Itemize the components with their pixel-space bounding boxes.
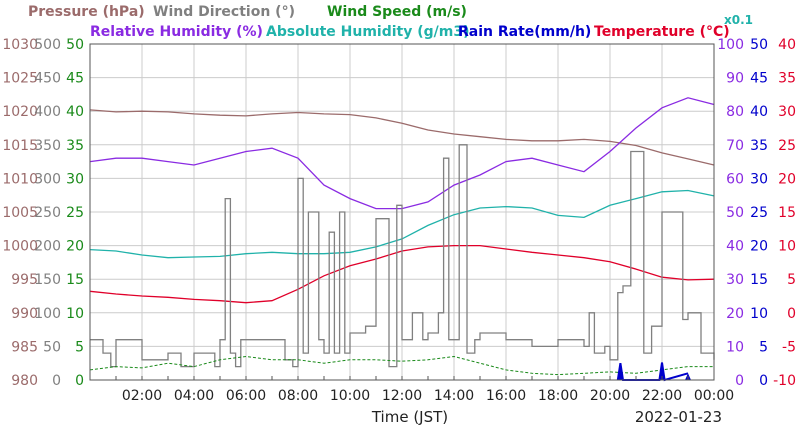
- legend-wind-speed: Wind Speed (m/s): [327, 4, 467, 20]
- y-tick-label-temp: -5: [782, 339, 796, 355]
- y-tick-label-temp: 30: [778, 104, 796, 120]
- y-tick-label-rel_hum: 50: [726, 205, 744, 221]
- y-tick-label-wind_dir: 350: [34, 138, 61, 154]
- y-tick-label-rain: 35: [750, 138, 768, 154]
- y-tick-label-wind_speed: 15: [66, 272, 84, 288]
- x-tick-label: 06:00: [226, 388, 266, 404]
- y-tick-label-wind_speed: 30: [66, 171, 84, 187]
- y-tick-label-rel_hum: 10: [726, 339, 744, 355]
- y-tick-label-rel_hum: 80: [726, 104, 744, 120]
- y-tick-label-rain: 50: [750, 37, 768, 53]
- y-tick-label-wind_speed: 45: [66, 71, 84, 87]
- y-tick-label-temp: 40: [778, 37, 796, 53]
- y-tick-label-temp: 5: [787, 272, 796, 288]
- y-tick-label-wind_dir: 0: [52, 373, 61, 389]
- x-axis-label: Time (JST): [371, 408, 448, 426]
- y-tick-label-wind_speed: 5: [75, 339, 84, 355]
- y-tick-label-temp: 20: [778, 171, 796, 187]
- series-pressure-hpa: [89, 109, 715, 166]
- y-tick-label-rain: 5: [759, 339, 768, 355]
- y-tick-label-pressure: 1020: [2, 104, 38, 120]
- x-tick-label: 02:00: [122, 388, 162, 404]
- series-wind-direction: [90, 144, 715, 368]
- y-tick-label-wind_speed: 35: [66, 138, 84, 154]
- y-tick-label-rain: 0: [759, 373, 768, 389]
- x-tick-label: 04:00: [174, 388, 214, 404]
- y-tick-label-pressure: 980: [11, 373, 38, 389]
- y-tick-label-rel_hum: 20: [726, 306, 744, 322]
- y-tick-label-rain: 30: [750, 171, 768, 187]
- y-tick-label-pressure: 995: [11, 272, 38, 288]
- y-tick-label-pressure: 1015: [2, 138, 38, 154]
- y-tick-label-pressure: 1025: [2, 71, 38, 87]
- x-tick-label: 12:00: [382, 388, 422, 404]
- y-tick-label-wind_dir: 500: [34, 37, 61, 53]
- x-tick-label: 08:00: [278, 388, 318, 404]
- x-tick-label: 18:00: [538, 388, 578, 404]
- y-tick-label-rain: 10: [750, 306, 768, 322]
- y-tick-label-wind_dir: 300: [34, 171, 61, 187]
- y-tick-label-rain: 45: [750, 71, 768, 87]
- x-tick-label: 16:00: [486, 388, 526, 404]
- legend-absolute-humidity: Absolute Humidity (g/m3): [266, 24, 469, 40]
- y-tick-label-temp: 25: [778, 138, 796, 154]
- legend-pressure: Pressure (hPa): [28, 4, 145, 20]
- y-tick-label-wind_speed: 20: [66, 239, 84, 255]
- y-tick-label-rel_hum: 30: [726, 272, 744, 288]
- legend-relative-humidity: Relative Humidity (%): [90, 24, 263, 40]
- rain-spike: [617, 363, 624, 380]
- y-tick-label-wind_dir: 150: [34, 272, 61, 288]
- legend-rain-rate: Rain Rate(mm/h): [458, 24, 591, 40]
- legend-temperature: Temperature (°C): [594, 24, 730, 40]
- y-tick-label-rel_hum: 60: [726, 171, 744, 187]
- y-tick-label-wind_dir: 50: [43, 339, 61, 355]
- y-tick-label-rel_hum: 0: [735, 373, 744, 389]
- y-tick-label-wind_speed: 10: [66, 306, 84, 322]
- y-tick-label-wind_dir: 100: [34, 306, 61, 322]
- y-tick-label-temp: 15: [778, 205, 796, 221]
- y-tick-label-rain: 25: [750, 205, 768, 221]
- legend-wind-direction: Wind Direction (°): [153, 4, 295, 20]
- x-tick-label: 00:00: [694, 388, 734, 404]
- y-tick-label-pressure: 990: [11, 306, 38, 322]
- y-tick-label-pressure: 1005: [2, 205, 38, 221]
- date-label: 2022-01-23: [635, 408, 722, 426]
- y-tick-label-temp: 35: [778, 71, 796, 87]
- abs-hum-scale-note: x0.1: [724, 13, 753, 27]
- y-tick-label-temp: 10: [778, 239, 796, 255]
- y-tick-label-wind_dir: 200: [34, 239, 61, 255]
- y-tick-label-wind_speed: 50: [66, 37, 84, 53]
- y-tick-label-wind_speed: 40: [66, 104, 84, 120]
- y-tick-label-rel_hum: 100: [717, 37, 744, 53]
- x-tick-label: 20:00: [590, 388, 630, 404]
- x-tick-label: 22:00: [642, 388, 682, 404]
- y-tick-label-pressure: 1030: [2, 37, 38, 53]
- rain-spike: [659, 362, 665, 380]
- y-tick-label-pressure: 1010: [2, 171, 38, 187]
- axis-tick-labels: 02:00 04:00 06:00 08:00 10:00 12:00 14:00 16:00…: [2, 37, 796, 404]
- y-tick-label-rel_hum: 40: [726, 239, 744, 255]
- y-tick-label-wind_dir: 250: [34, 205, 61, 221]
- y-tick-label-rain: 15: [750, 272, 768, 288]
- y-tick-label-wind_speed: 0: [75, 373, 84, 389]
- y-tick-label-pressure: 1000: [2, 239, 38, 255]
- x-tick-label: 14:00: [434, 388, 474, 404]
- y-tick-label-pressure: 985: [11, 339, 38, 355]
- y-tick-label-rel_hum: 90: [726, 71, 744, 87]
- y-tick-label-rain: 20: [750, 239, 768, 255]
- y-tick-label-wind_speed: 25: [66, 205, 84, 221]
- y-tick-label-rain: 40: [750, 104, 768, 120]
- y-tick-label-temp: 0: [787, 306, 796, 322]
- y-tick-label-wind_dir: 400: [34, 104, 61, 120]
- y-tick-label-wind_dir: 450: [34, 71, 61, 87]
- y-tick-label-rel_hum: 70: [726, 138, 744, 154]
- y-tick-label-temp: -10: [773, 373, 796, 389]
- x-tick-label: 10:00: [330, 388, 370, 404]
